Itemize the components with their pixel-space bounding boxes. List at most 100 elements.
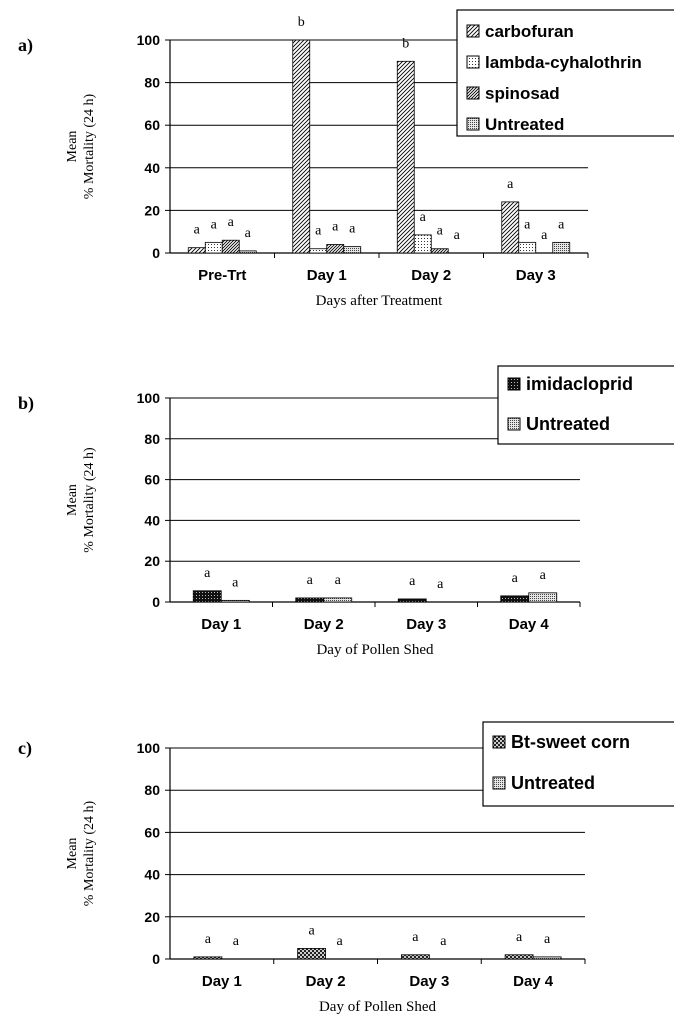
bar-data-label: a (440, 934, 447, 949)
legend-swatch (466, 117, 480, 131)
y-axis-label: % Mortality (24 h) (82, 800, 97, 906)
y-tick-label: 80 (144, 431, 160, 447)
bar (297, 948, 327, 960)
legend-swatch (466, 86, 480, 100)
x-tick-label: Day 3 (406, 616, 446, 633)
legend-label: carbofuran (485, 22, 574, 41)
y-axis-label: Mean (65, 484, 80, 516)
bar (193, 956, 223, 960)
bar-data-label: a (205, 932, 212, 947)
bar-data-label: a (228, 215, 235, 230)
legend-swatch (492, 735, 506, 749)
chart-panel-1: b) 0 20 40 60 80 100 Mean% Mortality (24 h) Day … (18, 365, 674, 658)
bar-data-label: a (211, 217, 218, 232)
bar-data-label: a (437, 577, 444, 592)
y-tick-label: 0 (152, 594, 160, 610)
bar-data-label: a (540, 568, 547, 583)
panel-label: a) (18, 35, 33, 56)
panel-label: b) (18, 393, 34, 414)
bar (552, 241, 571, 254)
bar (501, 201, 520, 254)
bar-data-label: a (232, 575, 239, 590)
bar (309, 248, 328, 254)
legend-box (497, 365, 674, 445)
bar-data-label: a (332, 219, 339, 234)
bar (518, 241, 537, 254)
y-axis-label: % Mortality (24 h) (82, 447, 97, 553)
bar-data-label: a (349, 222, 356, 237)
x-tick-label: Day 1 (202, 973, 242, 990)
bar (504, 954, 534, 960)
bar (295, 597, 325, 603)
y-tick-label: 20 (144, 909, 160, 925)
bar (396, 60, 415, 254)
x-tick-label: Day 2 (306, 973, 346, 990)
legend-swatch (507, 377, 521, 391)
legend-label: Untreated (511, 773, 595, 793)
chart-panel-0: a) 0 20 40 60 80 100 Mean% Mortality (24 h) Pre-… (18, 9, 674, 309)
bar-data-label: a (335, 573, 342, 588)
legend-label: imidacloprid (526, 374, 633, 394)
y-tick-label: 40 (144, 512, 160, 528)
bar-data-label: a (233, 934, 240, 949)
bar-data-label: a (245, 226, 252, 241)
x-tick-label: Day 4 (513, 973, 554, 990)
y-tick-label: 100 (137, 32, 161, 48)
bar-data-label: a (507, 177, 514, 192)
bar (238, 250, 257, 254)
y-tick-label: 100 (137, 390, 161, 406)
y-tick-label: 0 (152, 245, 160, 261)
bar-data-label: a (204, 566, 211, 581)
legend-label: Untreated (485, 115, 564, 134)
bar (343, 246, 362, 254)
bar-data-label: a (516, 930, 523, 945)
legend: carbofuran lambda-cyhalothrin spinosad Untr… (456, 9, 674, 137)
bar (400, 954, 430, 960)
bar-data-label: a (512, 571, 519, 586)
y-tick-label: 100 (137, 740, 161, 756)
panel-label: c) (18, 738, 32, 759)
legend-label: spinosad (485, 84, 560, 103)
bar (292, 39, 311, 254)
x-tick-label: Pre-Trt (198, 267, 246, 284)
bar (532, 956, 562, 960)
bar-data-label: a (558, 217, 565, 232)
bar (221, 239, 240, 254)
legend: imidacloprid Untreated (497, 365, 674, 445)
bar (500, 595, 530, 603)
legend-box (482, 721, 674, 807)
legend-label: Bt-sweet corn (511, 732, 630, 752)
bar-data-label: a (412, 930, 419, 945)
x-tick-label: Day 2 (304, 616, 344, 633)
y-tick-label: 60 (144, 117, 160, 133)
bar-data-label: a (437, 224, 444, 239)
bar (323, 597, 353, 603)
legend-box (456, 9, 674, 137)
legend-swatch (466, 55, 480, 69)
x-tick-label: Day 1 (307, 267, 347, 284)
y-tick-label: 60 (144, 472, 160, 488)
x-axis-label: Day of Pollen Shed (316, 642, 434, 658)
y-tick-label: 20 (144, 553, 160, 569)
y-tick-label: 0 (152, 951, 160, 967)
bar-data-label: b (298, 15, 305, 30)
y-tick-label: 40 (144, 160, 160, 176)
legend-label: lambda-cyhalothrin (485, 53, 642, 72)
y-tick-label: 80 (144, 75, 160, 91)
bar-data-label: b (402, 36, 409, 51)
legend-swatch (492, 776, 506, 790)
bar-data-label: a (315, 224, 322, 239)
x-tick-label: Day 3 (516, 267, 556, 284)
legend-swatch (507, 417, 521, 431)
bar-data-label: a (544, 932, 551, 947)
y-axis-label: Mean (65, 838, 80, 870)
x-tick-label: Day 2 (411, 267, 451, 284)
bar-data-label: a (307, 573, 314, 588)
y-axis-label: % Mortality (24 h) (82, 93, 97, 199)
x-axis-label: Day of Pollen Shed (319, 999, 437, 1015)
bar-data-label: a (524, 217, 531, 232)
x-tick-label: Day 3 (409, 973, 449, 990)
x-tick-label: Day 4 (509, 616, 550, 633)
bar (220, 599, 250, 603)
